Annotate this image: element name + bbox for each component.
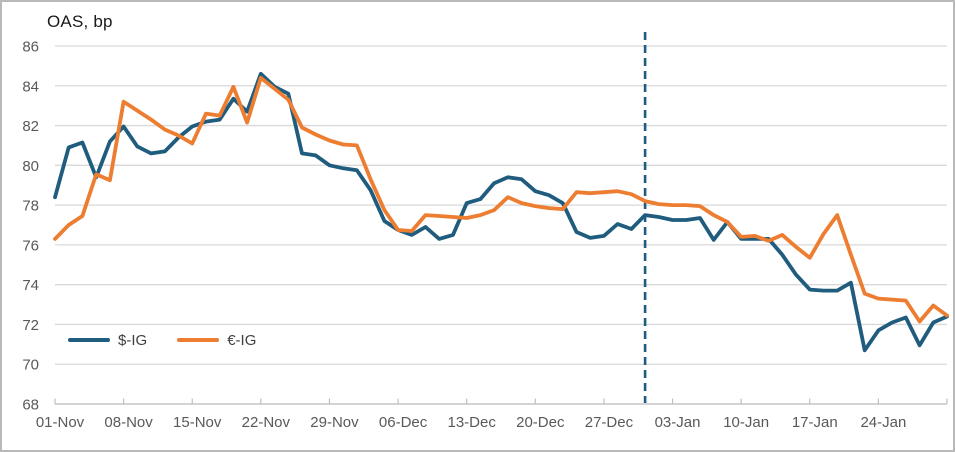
y-tick-label: 76 <box>22 237 39 254</box>
x-tick-label: 03-Jan <box>655 414 701 431</box>
y-tick-label: 86 <box>22 39 39 56</box>
y-tick-label: 84 <box>22 78 39 95</box>
x-tick-label: 01-Nov <box>36 414 85 431</box>
x-tick-label: 13-Dec <box>448 414 497 431</box>
x-tick-label: 20-Dec <box>516 414 565 431</box>
legend-label-usd-ig: $-IG <box>118 331 148 349</box>
y-tick-label: 68 <box>22 397 39 414</box>
x-tick-label: 27-Dec <box>585 414 634 431</box>
series-line-usd-ig <box>53 71 949 353</box>
x-tick-label: 24-Jan <box>860 414 906 431</box>
x-tick-label: 22-Nov <box>242 414 291 431</box>
legend: $-IG €-IG <box>68 331 257 349</box>
y-tick-label: 82 <box>22 118 39 135</box>
y-tick-label: 70 <box>22 357 39 374</box>
x-tick-label: 06-Dec <box>379 414 428 431</box>
legend-swatch-usd-ig <box>68 338 110 342</box>
x-tick-label: 08-Nov <box>104 414 153 431</box>
y-tick-label: 72 <box>22 317 39 334</box>
x-tick-label: 29-Nov <box>310 414 359 431</box>
chart-title: OAS, bp <box>47 12 113 31</box>
x-tick-label: 17-Jan <box>792 414 838 431</box>
legend-swatch-eur-ig <box>177 338 220 342</box>
legend-label-eur-ig: €-IG <box>227 331 257 349</box>
x-tick-label: 15-Nov <box>173 414 222 431</box>
y-tick-label: 78 <box>22 198 39 215</box>
x-tick-label: 10-Jan <box>723 414 769 431</box>
series-line-eur-ig <box>53 75 949 324</box>
y-tick-label: 74 <box>22 277 39 294</box>
y-tick-label: 80 <box>22 158 39 175</box>
